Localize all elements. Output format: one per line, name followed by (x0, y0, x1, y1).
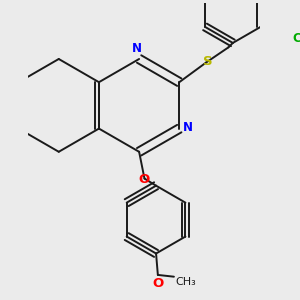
Text: N: N (131, 42, 141, 56)
Text: Cl: Cl (292, 32, 300, 45)
Text: O: O (139, 173, 150, 186)
Text: N: N (183, 121, 193, 134)
Text: S: S (203, 55, 213, 68)
Text: CH₃: CH₃ (176, 277, 196, 287)
Text: O: O (152, 277, 164, 290)
